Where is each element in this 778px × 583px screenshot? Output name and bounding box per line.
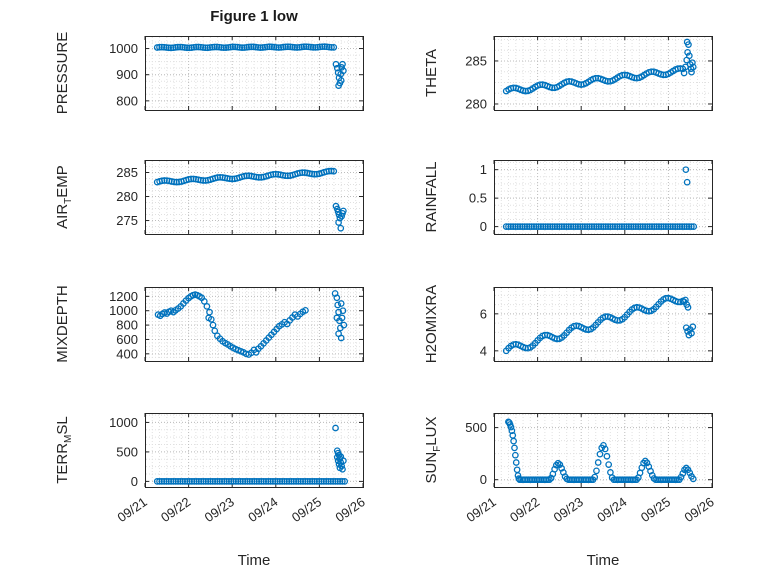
data-points (502, 38, 697, 95)
ylabel-text: AIR (54, 203, 71, 229)
svg-text:0: 0 (131, 474, 138, 489)
major-grid (146, 288, 362, 360)
svg-text:1000: 1000 (109, 415, 138, 430)
major-grid (495, 414, 711, 486)
svg-text:285: 285 (116, 165, 138, 180)
figure-title: Figure 1 low (210, 8, 298, 25)
subplot-air-temp: 275 280 285 (116, 159, 364, 235)
svg-text:275: 275 (116, 213, 138, 228)
svg-text:09/24: 09/24 (245, 494, 280, 525)
svg-text:09/24: 09/24 (594, 494, 629, 525)
svg-text:09/22: 09/22 (507, 494, 542, 525)
svg-text:6: 6 (480, 306, 487, 321)
subplot-terr-msl: 0 500 1000 09/21 09/22 09/23 09/24 09/25 09/26 (109, 413, 368, 525)
xaxis-label-left: Time (237, 552, 271, 569)
ytick-labels: 800 900 1000 (109, 41, 138, 108)
major-grid (146, 161, 362, 233)
axes-box (494, 160, 713, 235)
tick-marks (493, 36, 713, 110)
svg-text:09/25: 09/25 (638, 494, 673, 525)
ytick-labels: 00.51 (469, 162, 487, 234)
xaxis-label-right: Time (586, 552, 620, 569)
svg-text:09/21: 09/21 (114, 494, 149, 525)
svg-text:09/26: 09/26 (681, 494, 716, 525)
svg-text:0.5: 0.5 (469, 191, 487, 206)
data-points (153, 424, 349, 485)
subplot-sun-flux: 0 500 09/21 09/22 09/23 09/24 09/25 09/26 (463, 413, 717, 525)
svg-text:09/21: 09/21 (463, 494, 498, 525)
data-points (153, 167, 347, 232)
minor-grid (146, 288, 362, 360)
svg-text:280: 280 (465, 96, 487, 111)
tick-marks (493, 413, 713, 487)
ytick-labels: 0 500 (465, 420, 487, 487)
axes-box (494, 413, 713, 488)
ylabel-text: TERR (54, 442, 71, 484)
tick-marks (144, 160, 364, 234)
svg-text:800: 800 (116, 93, 138, 108)
svg-text:285: 285 (465, 53, 487, 68)
axes-box (145, 160, 364, 235)
svg-text:09/25: 09/25 (289, 494, 324, 525)
ylabel-text: PRESSURE (54, 31, 71, 115)
subplot-pressure: 800 900 1000 (109, 36, 364, 111)
subplot-theta: 280 285 (465, 36, 713, 111)
data-points (153, 43, 347, 90)
svg-text:900: 900 (116, 67, 138, 82)
ylabel-text: SL (54, 416, 71, 435)
minor-grid (495, 37, 711, 109)
ytick-labels: 280 285 (465, 53, 487, 111)
svg-text:500: 500 (465, 420, 487, 435)
svg-text:600: 600 (116, 332, 138, 347)
tick-marks (493, 287, 713, 361)
svg-text:280: 280 (116, 189, 138, 204)
axes-box (145, 413, 364, 488)
ylabel-terr-msl: TERRMSL (52, 370, 74, 530)
ylabel-text: MIXDEPTH (54, 285, 71, 363)
tick-marks (493, 160, 713, 234)
ytick-labels: 275 280 285 (116, 165, 138, 228)
ylabel-subscript: M (63, 434, 74, 443)
data-points (505, 418, 697, 484)
svg-text:09/23: 09/23 (551, 494, 586, 525)
ylabel-subscript: T (63, 197, 74, 204)
svg-text:1000: 1000 (109, 41, 138, 56)
axes-box (145, 287, 364, 362)
subplot-rainfall: 00.51 (469, 160, 713, 235)
svg-text:0: 0 (480, 472, 487, 487)
svg-text:4: 4 (480, 343, 487, 358)
minor-grid (146, 414, 362, 486)
axes-box (145, 36, 364, 111)
svg-text:500: 500 (116, 444, 138, 459)
ytick-labels: 46 (480, 306, 487, 358)
subplot-h2omixra: 46 (480, 287, 713, 362)
axes-box (494, 287, 713, 362)
minor-grid (495, 161, 711, 235)
svg-text:1000: 1000 (109, 303, 138, 318)
axes-box (494, 36, 713, 111)
svg-text:1200: 1200 (109, 289, 138, 304)
ylabel-text: EMP (54, 165, 71, 198)
svg-text:400: 400 (116, 346, 138, 361)
tick-marks (144, 36, 364, 110)
xtick-labels: 09/21 09/22 09/23 09/24 09/25 09/26 (463, 494, 716, 525)
svg-text:800: 800 (116, 318, 138, 333)
data-points (502, 166, 698, 230)
xtick-labels: 09/21 09/22 09/23 09/24 09/25 09/26 (114, 494, 367, 525)
data-points (154, 290, 348, 358)
svg-text:0: 0 (480, 219, 487, 234)
tick-marks (144, 287, 364, 361)
svg-text:09/23: 09/23 (202, 494, 237, 525)
data-points (502, 294, 697, 355)
svg-text:09/26: 09/26 (332, 494, 367, 525)
svg-text:1: 1 (480, 162, 487, 177)
ytick-labels: 0 500 1000 (109, 415, 138, 489)
svg-text:09/22: 09/22 (158, 494, 193, 525)
